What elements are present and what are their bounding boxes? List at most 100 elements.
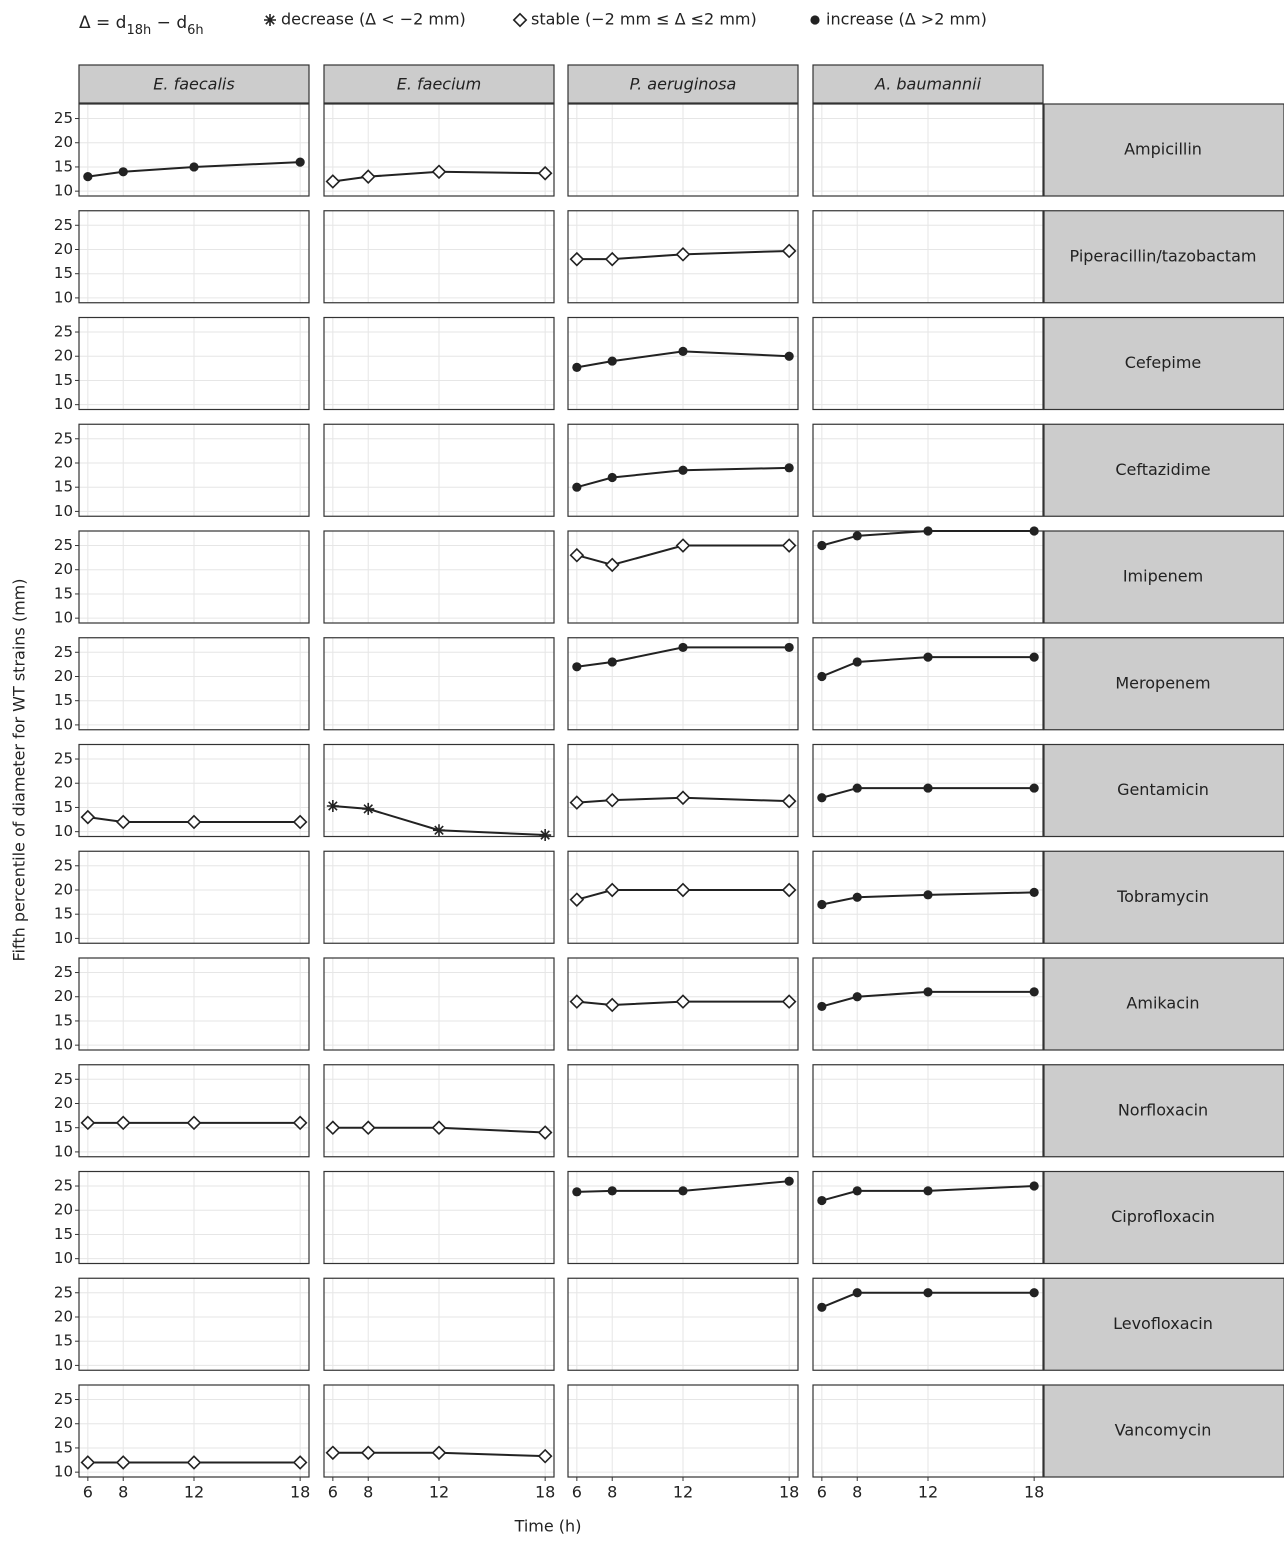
y-tick-label: 10 bbox=[54, 609, 73, 627]
panel bbox=[812, 103, 1044, 197]
series-path bbox=[576, 796, 790, 804]
column-strip: E. faecalis bbox=[78, 64, 310, 104]
series-line bbox=[83, 157, 305, 182]
data-point bbox=[1029, 887, 1039, 898]
row-strip-label: Ceftazidime bbox=[1115, 460, 1210, 479]
legend-item-asterisk: decrease (Δ < −2 mm) bbox=[264, 10, 466, 29]
y-tick-label: 25 bbox=[54, 856, 73, 874]
data-point bbox=[115, 1115, 131, 1131]
panel-border bbox=[812, 1064, 1044, 1158]
panel bbox=[323, 423, 555, 517]
x-tick-label: 18 bbox=[535, 1483, 555, 1502]
x-axis-title: Time (h) bbox=[514, 1517, 582, 1536]
column-strip-box bbox=[567, 64, 799, 104]
y-tick-label: 25 bbox=[54, 643, 73, 661]
panel-border bbox=[812, 1170, 1044, 1265]
panel bbox=[323, 530, 555, 624]
row-strip-label: Vancomycin bbox=[1115, 1421, 1212, 1440]
data-point bbox=[569, 994, 585, 1009]
y-tick-label: 25 bbox=[54, 429, 73, 447]
row-strip: Gentamicin bbox=[1043, 743, 1284, 838]
row-strip-box bbox=[1043, 530, 1284, 624]
data-point bbox=[264, 14, 276, 26]
series-line bbox=[325, 1445, 553, 1464]
y-tick-label: 20 bbox=[54, 347, 73, 365]
data-point bbox=[607, 1186, 617, 1196]
data-point bbox=[675, 882, 691, 898]
panel-border bbox=[78, 957, 310, 1051]
data-point bbox=[604, 251, 620, 267]
x-tick-label: 18 bbox=[1024, 1483, 1044, 1502]
row-strip-box bbox=[1043, 423, 1284, 517]
column-strip-box bbox=[323, 64, 555, 104]
data-point bbox=[292, 814, 308, 830]
y-tick-label: 10 bbox=[54, 288, 73, 306]
series-path bbox=[576, 544, 790, 566]
data-point bbox=[817, 540, 827, 551]
data-point bbox=[295, 157, 305, 167]
x-tick-label: 18 bbox=[290, 1483, 310, 1502]
row-strip: Tobramycin bbox=[1043, 850, 1284, 944]
panel bbox=[323, 957, 555, 1051]
row-strip: Piperacillin/tazobactam bbox=[1043, 210, 1284, 304]
data-point bbox=[1029, 652, 1039, 662]
data-point bbox=[360, 169, 376, 184]
panel-border bbox=[567, 1170, 799, 1265]
data-point bbox=[852, 783, 862, 793]
y-axis: 10 15 20 25 bbox=[54, 109, 79, 200]
series-line bbox=[817, 987, 1039, 1012]
data-point bbox=[569, 795, 585, 810]
series-path bbox=[821, 1291, 1035, 1309]
panel-border bbox=[812, 103, 1044, 197]
data-point bbox=[80, 809, 96, 825]
row-strip: Imipenem bbox=[1043, 530, 1284, 624]
panel-border bbox=[78, 743, 310, 838]
series-path bbox=[821, 990, 1035, 1008]
panel-border bbox=[812, 957, 1044, 1051]
panel-border bbox=[323, 1277, 555, 1371]
y-tick-label: 20 bbox=[54, 1094, 73, 1112]
data-point bbox=[675, 790, 691, 806]
y-axis: 10 15 20 25 bbox=[54, 643, 79, 733]
x-tick-label: 8 bbox=[363, 1483, 373, 1502]
panel-border bbox=[323, 103, 555, 197]
data-point bbox=[781, 243, 797, 259]
data-point bbox=[325, 174, 341, 189]
y-tick-label: 20 bbox=[54, 1414, 73, 1432]
data-point bbox=[607, 657, 617, 667]
x-tick-label: 6 bbox=[817, 1483, 827, 1502]
row-strip: Meropenem bbox=[1043, 637, 1284, 731]
panel bbox=[812, 1384, 1044, 1478]
data-point bbox=[186, 1115, 202, 1131]
data-point bbox=[1029, 987, 1039, 997]
series-line bbox=[817, 652, 1039, 682]
panel-border bbox=[78, 637, 310, 731]
row-strip-label: Cefepime bbox=[1125, 353, 1202, 372]
y-tick-label: 10 bbox=[54, 1249, 73, 1267]
y-tick-label: 10 bbox=[54, 822, 73, 840]
data-point bbox=[80, 1115, 96, 1131]
panel-border bbox=[567, 316, 799, 411]
y-tick-label: 25 bbox=[54, 323, 73, 341]
data-point bbox=[118, 167, 128, 177]
y-axis: 10 15 20 25 bbox=[54, 1390, 79, 1481]
data-point bbox=[292, 1115, 308, 1131]
row-strip: Norfloxacin bbox=[1043, 1064, 1284, 1158]
y-tick-label: 15 bbox=[54, 1011, 73, 1029]
panel bbox=[323, 316, 555, 411]
panel bbox=[567, 1277, 799, 1371]
panel-border bbox=[567, 637, 799, 731]
data-point bbox=[572, 1187, 582, 1197]
panel-border bbox=[812, 850, 1044, 944]
data-point bbox=[607, 472, 617, 483]
series-path bbox=[332, 1126, 546, 1134]
series-path bbox=[821, 891, 1035, 906]
data-point bbox=[678, 465, 688, 475]
data-point bbox=[604, 557, 620, 573]
panel bbox=[78, 1277, 310, 1371]
data-point bbox=[817, 1001, 827, 1012]
panel-border bbox=[78, 1064, 310, 1158]
panel-border bbox=[567, 1064, 799, 1158]
row-strip-label: Levofloxacin bbox=[1113, 1314, 1213, 1333]
series-path bbox=[332, 1451, 546, 1458]
